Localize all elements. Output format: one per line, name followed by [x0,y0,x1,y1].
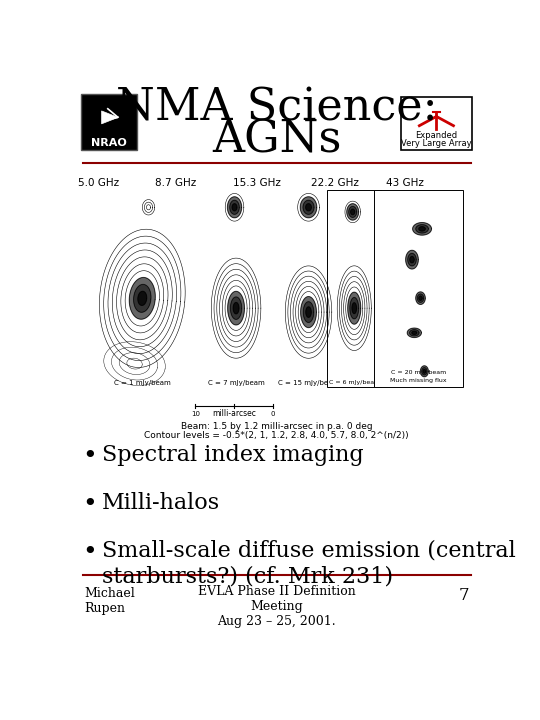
Text: C = 7 mJy/beam: C = 7 mJy/beam [208,380,265,386]
Bar [82,94,137,150]
Text: •: • [82,540,97,564]
Polygon shape [347,204,359,220]
Polygon shape [352,303,356,313]
Polygon shape [348,292,361,324]
Polygon shape [419,227,425,231]
Polygon shape [301,297,316,328]
Text: milli-arcsec: milli-arcsec [212,409,256,418]
Polygon shape [228,292,244,325]
Text: NRAO: NRAO [91,138,127,148]
Polygon shape [303,302,314,323]
Text: 22.2 GHz: 22.2 GHz [311,178,359,188]
Text: C = 20 mJy/beam: C = 20 mJy/beam [390,370,446,375]
Text: 8.7 GHz: 8.7 GHz [156,178,197,188]
Polygon shape [227,197,241,217]
Text: 7: 7 [458,587,469,604]
Polygon shape [419,296,422,300]
Text: 5.0 GHz: 5.0 GHz [78,178,119,188]
Text: C = 15 mJy/beam: C = 15 mJy/beam [278,380,339,386]
Polygon shape [423,369,426,373]
Polygon shape [351,210,355,215]
Text: Much missing flux: Much missing flux [390,378,447,383]
Polygon shape [407,328,421,338]
Text: •: • [82,492,97,516]
Polygon shape [410,256,414,263]
Polygon shape [408,253,416,266]
Polygon shape [230,200,239,215]
Text: AGNs: AGNs [212,119,341,162]
Bar [374,190,463,387]
Text: 15.3 GHz: 15.3 GHz [233,178,281,188]
Polygon shape [416,292,425,305]
Text: Beam: 1.5 by 1.2 milli-arcsec in p.a. 0 deg: Beam: 1.5 by 1.2 milli-arcsec in p.a. 0 … [181,422,373,431]
Polygon shape [102,111,118,124]
Text: Contour levels = -0.5*(2, 1, 1.2, 2.8, 4.0, 5.7, 8.0, 2^(n/2)): Contour levels = -0.5*(2, 1, 1.2, 2.8, 4… [144,431,409,441]
Polygon shape [349,207,356,217]
Bar [83,168,470,418]
Text: Michael
Rupen: Michael Rupen [85,587,136,615]
Text: Expanded: Expanded [415,131,457,140]
Polygon shape [233,302,239,314]
Text: NMA Science:: NMA Science: [116,86,437,130]
Polygon shape [412,331,417,334]
Text: Small-scale diffuse emission (central
starbursts?) (cf. Mrk 231): Small-scale diffuse emission (central st… [102,540,515,588]
Polygon shape [231,297,241,319]
Text: C = 6 mJy/beam: C = 6 mJy/beam [329,380,380,385]
Bar [401,97,472,150]
Bar [327,190,381,387]
Text: Very Large Array: Very Large Array [401,139,472,148]
Polygon shape [138,292,146,305]
Polygon shape [300,197,316,217]
Text: 0: 0 [271,410,275,417]
Text: Spectral index imaging: Spectral index imaging [102,444,363,467]
Text: 10: 10 [191,410,200,417]
Polygon shape [232,204,237,211]
Polygon shape [134,284,151,312]
Text: C = 1 mJy/beam: C = 1 mJy/beam [114,380,171,386]
Polygon shape [421,366,428,377]
Polygon shape [350,297,359,319]
Polygon shape [306,204,311,211]
Polygon shape [406,251,418,269]
Polygon shape [422,368,427,375]
Text: •: • [82,444,97,469]
Text: Milli-halos: Milli-halos [102,492,220,514]
Polygon shape [303,200,314,215]
Polygon shape [130,278,155,319]
Polygon shape [417,294,423,302]
Polygon shape [306,307,311,318]
Polygon shape [410,330,419,336]
Text: EVLA Phase II Definition
Meeting
Aug 23 – 25, 2001.: EVLA Phase II Definition Meeting Aug 23 … [198,585,356,629]
Text: 43 GHz: 43 GHz [386,178,423,188]
Polygon shape [413,222,431,235]
Polygon shape [416,225,428,233]
